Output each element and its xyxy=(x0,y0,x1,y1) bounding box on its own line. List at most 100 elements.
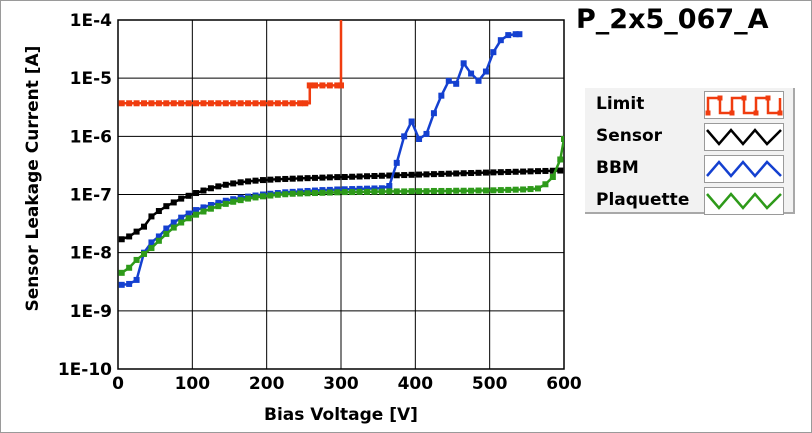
bbm-point xyxy=(207,201,214,208)
limit-point xyxy=(245,100,252,107)
plaquette-point xyxy=(386,188,393,195)
x-tick-label-0: 0 xyxy=(112,374,124,394)
sensor-point xyxy=(423,171,430,178)
limit-point xyxy=(170,100,177,107)
y-tick-label-1: 1E-9 xyxy=(70,302,112,322)
sensor-point xyxy=(141,223,148,230)
y-tick-label-4: 1E-6 xyxy=(70,127,112,147)
plaquette-point xyxy=(311,190,318,197)
bbm-point xyxy=(460,60,467,67)
sensor-point xyxy=(245,178,252,185)
x-axis-title: Bias Voltage [V] xyxy=(264,405,418,425)
bbm-point xyxy=(356,185,363,192)
plaquette-point xyxy=(497,187,504,194)
bbm-point xyxy=(193,207,200,214)
plaquette-point xyxy=(155,237,162,244)
limit-point xyxy=(259,100,266,107)
plaquette-point xyxy=(408,188,415,195)
plaquette-point xyxy=(289,190,296,197)
plaquette-point xyxy=(364,188,371,195)
sensor-point xyxy=(311,174,318,181)
sensor-point xyxy=(378,172,385,179)
legend-label-limit: Limit xyxy=(596,94,645,114)
bbm-point xyxy=(215,199,222,206)
plaquette-point xyxy=(334,189,341,196)
bbm-point xyxy=(200,204,207,211)
plaquette-point xyxy=(438,187,445,194)
sensor-point xyxy=(393,172,400,179)
sensor-point xyxy=(193,190,200,197)
bbm-point xyxy=(512,31,519,38)
plaquette-point xyxy=(215,203,222,210)
sensor-point xyxy=(497,169,504,176)
sensor-point xyxy=(126,233,133,240)
sensor-point xyxy=(170,199,177,206)
bbm-point xyxy=(126,280,133,287)
plaquette-point xyxy=(319,189,326,196)
legend-item-sensor: Sensor xyxy=(585,122,785,152)
sensor-point xyxy=(445,170,452,177)
bbm-point xyxy=(430,110,437,117)
legend-item-bbm: BBM xyxy=(585,154,785,184)
bbm-point xyxy=(438,92,445,99)
plaquette-point xyxy=(282,191,289,198)
limit-point xyxy=(185,100,192,107)
x-tick-label-1: 100 xyxy=(175,374,211,394)
plaquette-point xyxy=(520,186,527,193)
x-tick-label-3: 300 xyxy=(323,374,359,394)
plaquette-point xyxy=(148,245,155,252)
sensor-point xyxy=(155,208,162,215)
sensor-point xyxy=(200,187,207,194)
bbm-point xyxy=(505,32,512,39)
y-tick-label-2: 1E-8 xyxy=(70,244,112,264)
bbm-point xyxy=(423,130,430,137)
legend-label-bbm: BBM xyxy=(596,158,639,178)
limit-point xyxy=(193,100,200,107)
plaquette-point xyxy=(416,188,423,195)
sensor-point xyxy=(520,168,527,175)
sensor-point xyxy=(222,181,229,188)
limit-point xyxy=(207,100,214,107)
plaquette-point xyxy=(207,205,214,212)
sensor-point xyxy=(297,175,304,182)
plaquette-point xyxy=(170,224,177,231)
plaquette-point xyxy=(118,269,125,276)
bbm-point xyxy=(133,276,140,283)
limit-point xyxy=(222,100,229,107)
sensor-point xyxy=(401,172,408,179)
plaquette-point xyxy=(460,187,467,194)
legend-label-sensor: Sensor xyxy=(596,126,663,146)
plaquette-point xyxy=(349,189,356,196)
sensor-point xyxy=(230,180,237,187)
bbm-point xyxy=(490,49,497,56)
sensor-point xyxy=(118,236,125,243)
bbm-point xyxy=(475,77,482,84)
bbm-point xyxy=(416,135,423,142)
bbm-point xyxy=(185,210,192,217)
sensor-point xyxy=(512,168,519,175)
limit-point xyxy=(306,82,313,89)
sensor-point xyxy=(542,167,549,174)
plaquette-point xyxy=(505,186,512,193)
legend-item-limit: Limit xyxy=(585,90,785,120)
sensor-point xyxy=(252,177,259,184)
plaquette-point xyxy=(193,211,200,218)
plaquette-point xyxy=(475,187,482,194)
sensor-point xyxy=(215,183,222,190)
limit-point xyxy=(178,100,185,107)
y-tick-label-3: 1E-7 xyxy=(70,186,112,206)
plaquette-point xyxy=(341,189,348,196)
plaquette-point xyxy=(356,188,363,195)
sensor-point xyxy=(408,171,415,178)
sensor-point xyxy=(468,170,475,177)
y-tick-label-0: 1E-10 xyxy=(58,360,112,380)
sensor-point xyxy=(430,171,437,178)
sensor-point xyxy=(371,172,378,179)
sensor-point xyxy=(460,170,467,177)
sensor-point xyxy=(259,177,266,184)
plaquette-point xyxy=(557,156,564,163)
plaquette-point xyxy=(512,186,519,193)
limit-point xyxy=(274,100,281,107)
sensor-point xyxy=(475,169,482,176)
sensor-point xyxy=(133,228,140,235)
